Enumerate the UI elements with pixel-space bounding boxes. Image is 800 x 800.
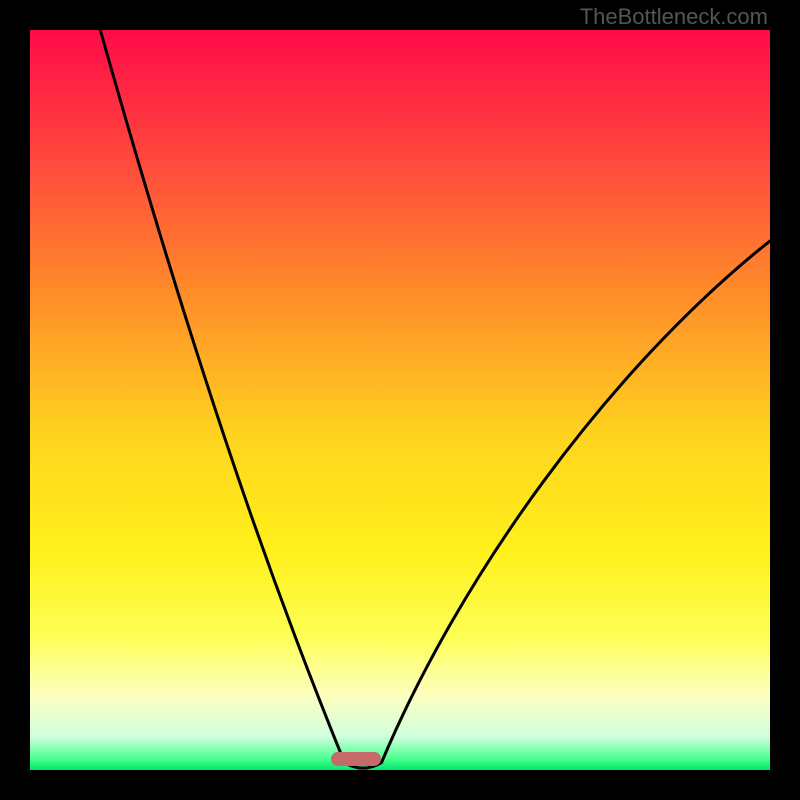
plot-area xyxy=(30,30,770,770)
curve-path xyxy=(100,30,770,768)
watermark-text: TheBottleneck.com xyxy=(580,4,768,30)
bottleneck-curve xyxy=(30,30,770,770)
optimal-marker xyxy=(331,752,381,766)
